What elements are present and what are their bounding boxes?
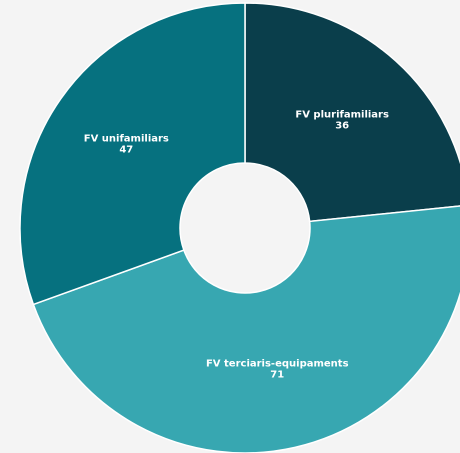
slice-label: FV unifamiliars (84, 134, 169, 145)
slice-label: FV plurifamiliars (295, 109, 389, 120)
slice-value: 71 (270, 369, 284, 380)
slice-value: 36 (335, 120, 349, 131)
slice (244, 2, 460, 223)
slice (32, 205, 460, 453)
slice-label: FV terciaris-equipaments (206, 358, 349, 369)
slice-value: 47 (119, 145, 133, 156)
slice (19, 2, 246, 306)
